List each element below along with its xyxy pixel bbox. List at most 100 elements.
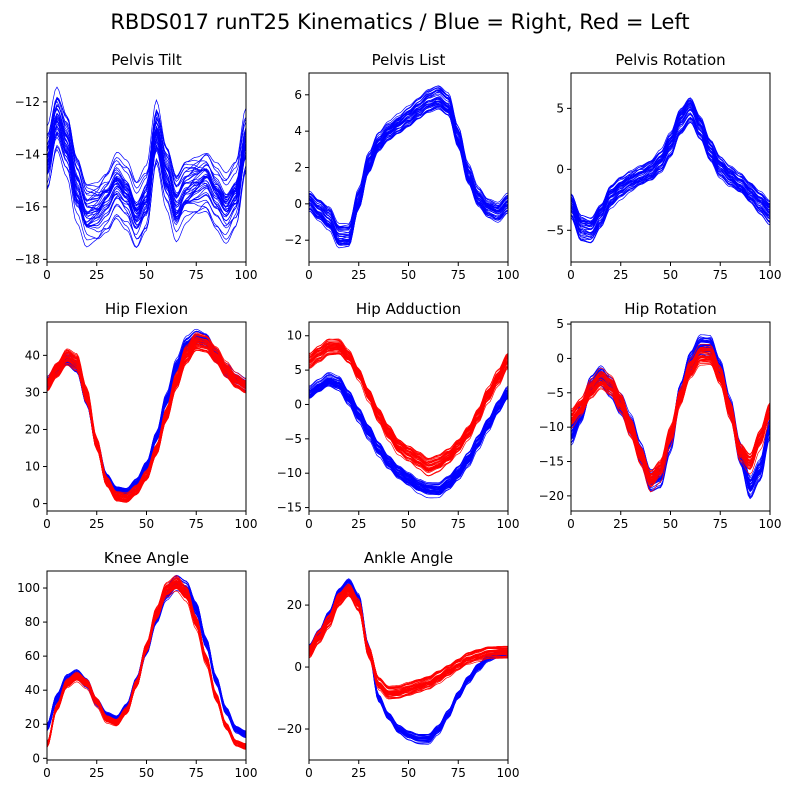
series-line [47,584,246,735]
y-tick-label: −2 [284,233,302,247]
series-line [309,583,508,736]
trial-lines [47,86,246,248]
series-line [47,123,246,230]
series-line [309,87,508,230]
y-tick-label: 80 [25,615,40,629]
series-line [571,104,770,227]
series-line [571,349,770,473]
series-line [47,107,246,206]
y-tick-label: 0 [556,351,564,365]
series-line [309,108,508,245]
y-tick-label: 40 [25,683,40,697]
series-line [309,378,508,487]
series-line [47,585,246,747]
series-line [47,587,246,748]
y-tick-label: −15 [277,501,302,515]
y-tick-label: −10 [277,466,302,480]
series-line [47,584,246,738]
series-line [47,580,246,745]
series-line [47,586,246,737]
series-line [47,583,246,736]
series-line [309,383,508,493]
trial-lines [571,97,770,244]
y-tick-label: 0 [294,397,302,411]
series-line [309,591,508,698]
series-line [309,338,508,459]
series-line [47,586,246,750]
y-tick-label: 20 [25,717,40,731]
series-line [571,344,770,489]
series-line [47,144,246,248]
panel-pelvis-tilt: Pelvis Tilt 0 25 50 75 100 −18 −16 −14 −12 [15,51,258,282]
series-line [47,581,246,734]
panel-ankle-angle: Ankle Angle 0 25 50 75 100 −20 0 20 [277,549,520,780]
panel-title: Pelvis Rotation [615,51,725,69]
series-line [571,112,770,239]
series-line [309,585,508,741]
series-line [47,582,246,746]
series-line [309,101,508,246]
series-line [309,591,508,693]
series-line [47,132,246,226]
panel-hip-rotation: Hip Rotation 0 25 50 75 100 −20 −15 −10 −5 0 5 [539,300,782,531]
x-tick-label: 50 [401,766,416,780]
series-line [309,583,508,742]
series-line [47,577,246,746]
trial-lines [309,578,508,745]
series-line [47,578,246,746]
series-line [309,343,508,465]
y-tick-label: 5 [294,363,302,377]
series-line [47,582,246,733]
series-line [571,113,770,234]
x-tick-label: 100 [235,268,258,282]
series-line [309,375,508,484]
series-line [47,585,246,750]
series-line [47,586,246,737]
series-line [309,85,508,230]
series-line [309,378,508,488]
y-tick-label: 4 [294,124,302,138]
y-tick-label: 0 [294,660,302,674]
series-line [47,112,246,227]
series-line [47,575,246,745]
series-line [47,585,246,737]
series-line [47,578,246,748]
series-line [309,585,508,738]
y-tick-label: −20 [277,722,302,736]
series-line [47,582,246,735]
series-line [309,378,508,489]
series-line [571,105,770,230]
panel-hip-adduction: Hip Adduction 0 25 50 75 100 −15 −10 −5 0 5 10 [277,300,520,531]
series-line [47,585,246,749]
series-line [571,356,770,493]
x-tick-label: 100 [497,517,520,531]
series-line [571,113,770,234]
series-line [47,148,246,248]
series-line [47,586,246,737]
x-tick-label: 100 [235,766,258,780]
series-line [309,371,508,485]
x-tick-label: 25 [351,766,366,780]
series-line [47,580,246,734]
x-tick-label: 75 [189,517,204,531]
panel-knee-angle: Knee Angle 0 25 50 75 100 0 20 40 60 80 100 [17,549,257,780]
panel-pelvis-list: Pelvis List 0 25 50 75 100 −2 0 2 4 6 [284,51,519,282]
series-line [309,374,508,487]
series-line [47,585,246,747]
series-line [571,106,770,228]
series-line [309,593,508,696]
y-tick-label: 6 [294,88,302,102]
panel-title: Knee Angle [104,549,189,567]
series-line [309,346,508,472]
series-line [47,347,246,500]
series-line [309,583,508,741]
series-line [309,88,508,232]
series-line [47,577,246,734]
trial-lines [309,85,508,249]
y-tick-label: 30 [25,385,40,399]
series-line [47,580,246,732]
y-tick-label: −16 [15,200,40,214]
series-line [47,586,246,747]
series-line [309,352,508,477]
